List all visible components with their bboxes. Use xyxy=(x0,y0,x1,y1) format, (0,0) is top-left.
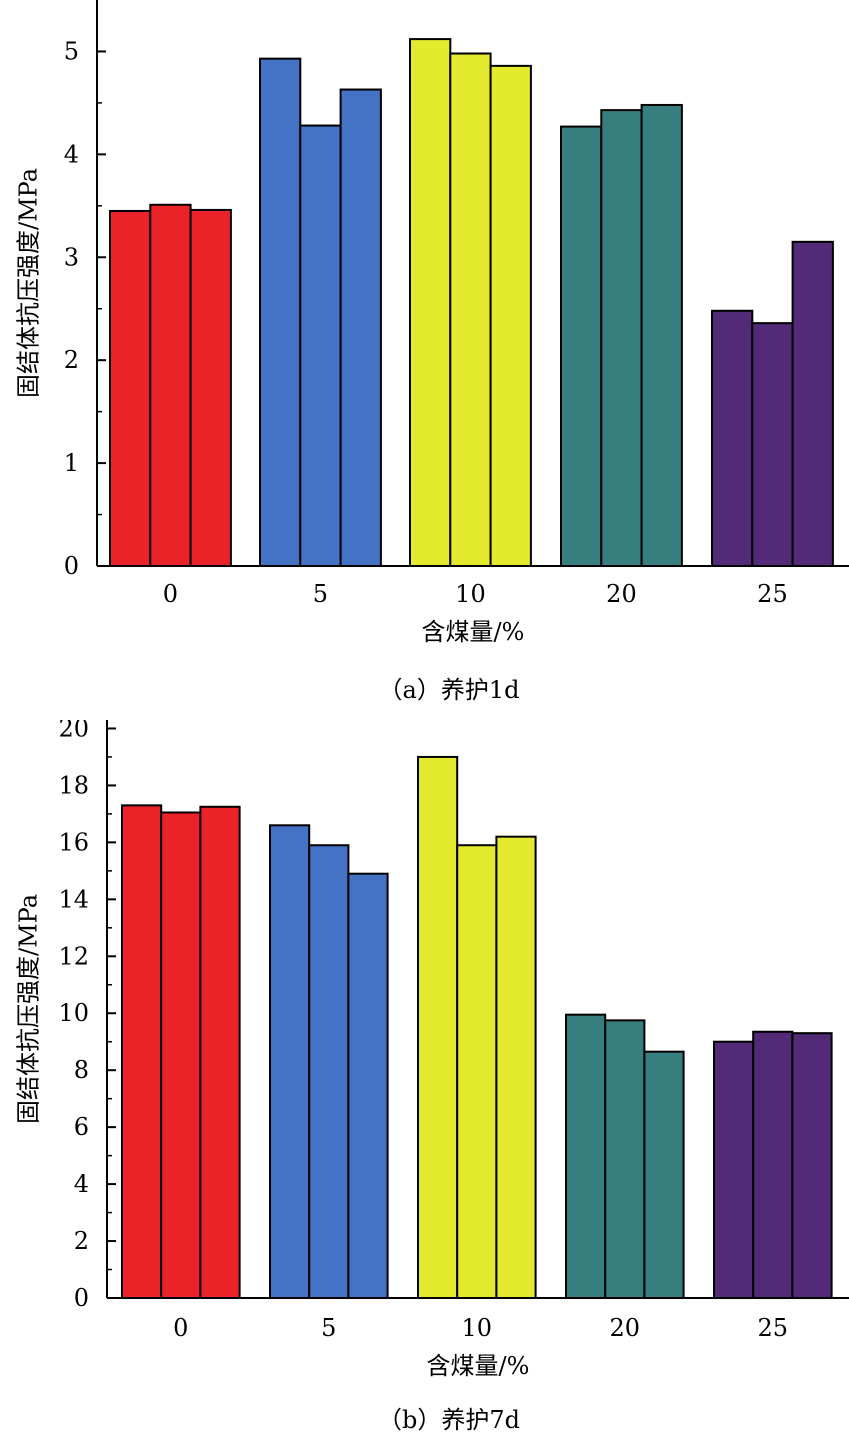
y-axis-title-b: 固结体抗压强度/MPa xyxy=(15,894,43,1124)
bar-a-group-0-1 xyxy=(109,209,152,568)
y-axis-title-a: 固结体抗压强度/MPa xyxy=(15,168,43,398)
bar-b-group-10-3 xyxy=(495,835,537,1300)
bar-a-group-0-3 xyxy=(189,208,232,567)
x-tick-label-b: 10 xyxy=(462,1314,493,1342)
bar-a-group-5-2 xyxy=(299,124,342,567)
bar-a-group-5-1 xyxy=(259,57,302,568)
y-tick-label-a: 2 xyxy=(64,346,79,374)
bar-a-group-10-1 xyxy=(409,38,452,567)
y-tick-label-a: 3 xyxy=(64,243,79,271)
bar-a-group-10-3 xyxy=(489,64,532,567)
bar-b-group-20-1 xyxy=(565,1013,607,1299)
y-tick-label-a: 5 xyxy=(64,37,79,65)
y-tick-label-b: 10 xyxy=(58,999,89,1027)
bar-b-group-10-1 xyxy=(417,755,459,1299)
x-tick-label-a: 20 xyxy=(606,580,637,608)
bar-b-group-25-1 xyxy=(713,1040,755,1299)
x-tick-label-b: 5 xyxy=(321,1314,336,1342)
bar-a-group-5-3 xyxy=(339,88,382,567)
y-tick-label-b: 2 xyxy=(74,1227,89,1255)
x-tick-label-a: 25 xyxy=(757,580,788,608)
x-tick-label-a: 10 xyxy=(455,580,486,608)
bar-b-group-0-2 xyxy=(160,811,202,1299)
y-tick-label-b: 12 xyxy=(58,942,89,970)
bar-a-group-20-2 xyxy=(600,109,643,567)
y-tick-label-b: 14 xyxy=(58,885,89,913)
y-tick-label-b: 4 xyxy=(74,1170,89,1198)
y-tick-label-a: 0 xyxy=(64,552,79,580)
bar-chart-svg-b: 0 2 4 6 8 10 12 14 16 18 20 0 5 10 20 25 含煤量/% 固结体抗压强度/MP… xyxy=(15,720,849,1434)
chart-panel-b: 0 2 4 6 8 10 12 14 16 18 20 0 5 10 20 25 含煤量/% 固结体抗压强度/MP… xyxy=(0,720,849,1440)
bar-b-group-25-2 xyxy=(752,1030,794,1299)
y-tick-label-a: 4 xyxy=(64,140,79,168)
x-tick-label-b: 25 xyxy=(758,1314,789,1342)
bar-b-group-10-2 xyxy=(456,844,498,1299)
x-tick-label-b: 0 xyxy=(173,1314,188,1342)
bar-a-group-20-1 xyxy=(560,125,603,567)
x-axis-title-b: 含煤量/% xyxy=(427,1352,530,1380)
x-axis-title-a: 含煤量/% xyxy=(422,618,525,646)
y-tick-label-a: 1 xyxy=(64,449,79,477)
bar-a-group-25-3 xyxy=(791,240,834,567)
bar-a-group-0-2 xyxy=(149,203,192,567)
bar-b-group-5-3 xyxy=(347,872,389,1299)
x-tick-label-a: 0 xyxy=(163,580,178,608)
y-tick-label-b: 8 xyxy=(74,1056,89,1084)
figure-caption-a: （a）养护1d xyxy=(379,676,520,704)
bar-a-group-25-1 xyxy=(711,309,754,567)
bar-a-group-20-3 xyxy=(640,103,683,567)
y-tick-label-b: 16 xyxy=(58,828,89,856)
y-tick-label-b: 6 xyxy=(74,1113,89,1141)
y-tick-label-b: 18 xyxy=(58,771,89,799)
bar-b-group-0-3 xyxy=(199,805,241,1300)
x-tick-label-a: 5 xyxy=(313,580,328,608)
bar-a-group-25-2 xyxy=(751,322,794,567)
figure-caption-b: （b）养护7d xyxy=(378,1406,520,1434)
bar-b-group-25-3 xyxy=(791,1032,833,1299)
bar-a-group-10-2 xyxy=(449,52,492,567)
y-tick-label-b: 20 xyxy=(58,720,89,742)
y-tick-label-b: 0 xyxy=(74,1284,89,1312)
bar-b-group-5-1 xyxy=(269,824,311,1300)
bar-chart-svg-a: 0 1 2 3 4 5 0 5 10 20 25 含煤量/% 固结体抗压强度/MPa （a）养护1d xyxy=(15,0,849,704)
chart-panel-a: 0 1 2 3 4 5 0 5 10 20 25 含煤量/% 固结体抗压强度/MPa （a）养护1d xyxy=(15,0,849,704)
bar-b-group-20-3 xyxy=(643,1050,685,1299)
bar-b-group-0-1 xyxy=(121,804,163,1299)
bar-b-group-20-2 xyxy=(604,1019,646,1299)
x-tick-label-b: 20 xyxy=(610,1314,641,1342)
bar-b-group-5-2 xyxy=(308,844,350,1299)
